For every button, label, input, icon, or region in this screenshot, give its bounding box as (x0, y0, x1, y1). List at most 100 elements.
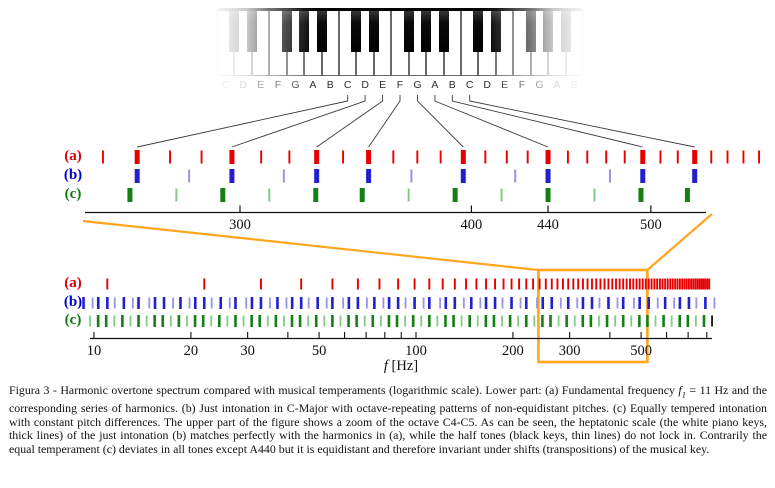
lower-equal-white-tick (387, 315, 391, 327)
lower-equal-white-tick (290, 315, 294, 327)
lower-equal-white-tick (524, 315, 528, 327)
lower-equal-white-tick (371, 315, 375, 327)
lower-harmonic-tick (525, 278, 528, 290)
upper-harmonic-tick (566, 150, 569, 164)
lower-just-white-tick (96, 297, 100, 309)
upper-harmonic-tick-thick (134, 150, 140, 164)
lower-equal-black-tick (694, 315, 697, 327)
upper-equal-black-tick (407, 188, 410, 202)
lower-harmonic-tick (562, 278, 564, 290)
black-key (560, 10, 571, 52)
lower-just-white-tick (250, 297, 254, 309)
lower-row-label-c: (c) (64, 312, 82, 328)
upper-just-black-tick (608, 169, 611, 183)
lower-just-white-tick (162, 297, 166, 309)
upper-equal-white-tick (684, 188, 690, 202)
lower-axis-tick-label: 10 (87, 343, 102, 359)
lower-equal-white-tick (638, 315, 641, 327)
black-key (525, 10, 536, 52)
lower-just-black-tick (576, 297, 579, 309)
lower-just-white-tick (106, 297, 109, 309)
keyboard-connector-line (137, 95, 349, 148)
lower-equal-white-tick (161, 315, 165, 327)
key-letter: E (379, 79, 387, 91)
lower-harmonic-tick (485, 278, 487, 290)
upper-harmonic-tick (392, 150, 395, 164)
lower-equal-white-tick (137, 315, 140, 327)
black-key (490, 10, 501, 52)
lower-equal-white-tick (258, 315, 261, 327)
lower-harmonic-tick (635, 278, 638, 290)
lower-equal-black-tick (226, 315, 229, 327)
lower-just-black-tick (245, 297, 248, 309)
upper-row-label-c: (c) (64, 186, 82, 202)
lower-just-white-tick (687, 297, 691, 309)
lower-just-white-tick (413, 297, 416, 309)
lower-harmonic-tick (510, 278, 513, 290)
lower-just-black-tick (404, 297, 407, 309)
upper-just-white-tick (366, 169, 372, 183)
lower-equal-black-tick (89, 315, 91, 327)
upper-row-label-a: (a) (64, 148, 82, 164)
lower-harmonic-tick (650, 278, 653, 290)
lower-equal-black-tick (339, 315, 342, 327)
lower-just-white-tick (259, 297, 263, 309)
keyboard-connector-line (316, 95, 384, 148)
lower-equal-black-tick (501, 315, 503, 327)
lower-just-white-tick (202, 297, 206, 309)
lower-just-black-tick (228, 297, 231, 309)
lower-axis-tick-label: 30 (240, 343, 255, 359)
key-letter: A (553, 79, 561, 91)
lower-just-black-tick (131, 297, 134, 309)
lower-harmonic-tick (618, 278, 621, 290)
lower-harmonic-tick (572, 278, 575, 290)
keyboard-connector-line (451, 95, 643, 148)
lower-equal-white-tick (468, 315, 472, 327)
lower-just-black-tick (307, 297, 310, 309)
lower-just-white-tick (647, 297, 650, 309)
lower-equal-black-tick (379, 315, 382, 327)
lower-harmonic-tick (378, 278, 381, 290)
lower-just-black-tick (269, 297, 271, 309)
lower-equal-black-tick (630, 315, 633, 327)
black-key (351, 10, 362, 52)
lower-equal-white-tick (646, 315, 649, 327)
black-key (246, 10, 257, 52)
figure-caption: Figura 3 - Harmonic overtone spectrum co… (9, 383, 767, 457)
key-letter: B (570, 79, 578, 91)
upper-harmonic-tick (710, 150, 713, 164)
lower-harmonic-tick (694, 278, 697, 290)
lower-just-white-tick (193, 297, 197, 309)
lower-just-white-tick (444, 297, 448, 309)
lower-harmonic-tick (661, 278, 664, 290)
upper-harmonic-tick (288, 150, 291, 164)
lower-harmonic-tick (678, 278, 681, 290)
keyboard-connector-line (469, 95, 695, 148)
lower-equal-white-tick (331, 315, 334, 327)
lower-just-white-tick (550, 297, 554, 309)
lower-equal-black-tick (210, 315, 213, 327)
lower-just-black-tick (479, 297, 482, 309)
black-key (473, 10, 484, 52)
lower-equal-black-tick (404, 315, 406, 327)
lower-just-white-tick (566, 297, 570, 309)
upper-harmonic-tick (526, 150, 529, 164)
lower-equal-final-black-tick (711, 315, 713, 327)
lower-equal-black-tick (323, 315, 326, 327)
lower-just-white-tick (663, 297, 667, 309)
lower-equal-white-tick (686, 315, 690, 327)
lower-harmonic-tick (692, 278, 695, 290)
upper-axis-tick-label: 400 (461, 217, 483, 233)
lower-equal-white-tick (298, 315, 302, 327)
lower-equal-white-tick (234, 315, 237, 327)
lower-equal-white-tick (662, 315, 665, 327)
lower-equal-white-tick (589, 315, 593, 327)
lower-just-white-tick (356, 297, 360, 309)
lower-harmonic-tick (671, 278, 674, 290)
upper-just-white-tick (692, 169, 698, 183)
upper-harmonic-tick (416, 150, 419, 164)
lower-just-black-tick (633, 297, 635, 309)
lower-just-white-tick (290, 297, 294, 309)
lower-harmonic-tick (106, 278, 109, 290)
lower-just-black-tick (210, 297, 213, 309)
